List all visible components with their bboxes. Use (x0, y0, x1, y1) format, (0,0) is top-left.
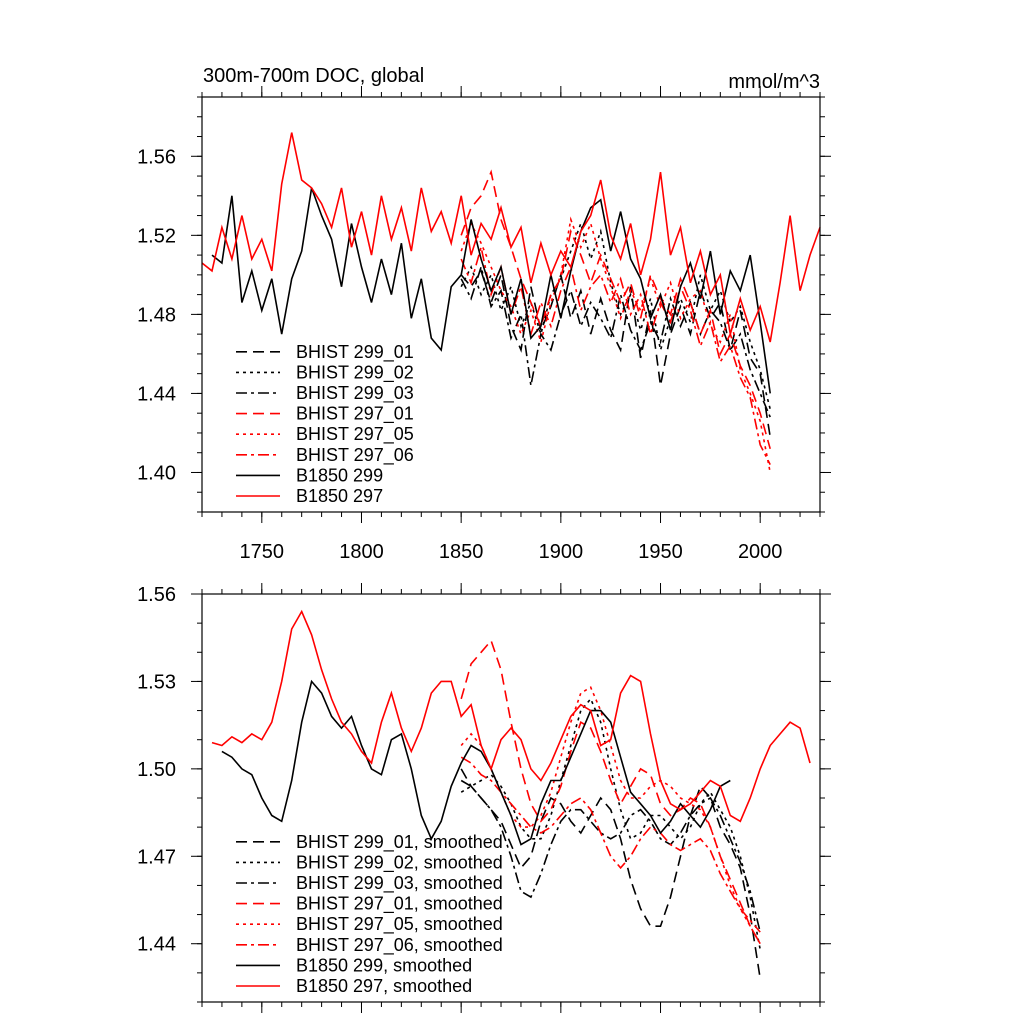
x-tick-label: 2000 (738, 541, 783, 563)
top-panel-title: 300m-700m DOC, global (203, 65, 424, 87)
series-line-4 (460, 639, 761, 945)
series-line-6 (460, 756, 761, 933)
y-tick-label: 1.56 (137, 584, 176, 606)
y-tick-label: 1.50 (137, 759, 176, 781)
legend-label: BHIST 299_03 (296, 383, 414, 404)
legend-label: BHIST 297_05 (296, 424, 414, 445)
legend-item: BHIST 299_01, smoothed (236, 832, 503, 853)
y-tick-label: 1.47 (137, 846, 176, 868)
legend-item: BHIST 297_06 (236, 445, 414, 466)
legend-item: BHIST 297_01 (236, 404, 414, 425)
x-tick-label: 1850 (439, 541, 484, 563)
legend-item: BHIST 299_03, smoothed (236, 873, 503, 894)
legend-label: BHIST 299_01, smoothed (296, 832, 503, 853)
legend-label: BHIST 299_02, smoothed (296, 852, 503, 873)
y-tick-label: 1.48 (137, 304, 176, 326)
legend-label: BHIST 299_01 (296, 342, 414, 363)
series-line-7 (221, 679, 731, 846)
series-line-5 (460, 686, 761, 945)
series-line-6 (460, 246, 771, 465)
series-line-8 (211, 609, 811, 823)
axis-ticks (191, 86, 831, 523)
legend-item: B1850 299 (236, 465, 383, 485)
y-tick-label: 1.53 (137, 671, 176, 693)
legend-item: BHIST 297_06, smoothed (236, 935, 503, 956)
series-line-3 (460, 779, 761, 933)
legend-label: BHIST 297_06, smoothed (296, 935, 503, 956)
legend-label: BHIST 299_03, smoothed (296, 873, 503, 894)
legend-label: B1850 297, smoothed (296, 976, 472, 996)
legend-label: BHIST 299_02 (296, 362, 414, 383)
top-panel: 300m-700m DOC, global mmol/m^3 1750 1800 1… (137, 65, 831, 563)
top-panel-units: mmol/m^3 (728, 71, 820, 93)
x-tick-label: 1950 (638, 541, 683, 563)
legend-item: BHIST 299_03 (236, 383, 414, 404)
legend-item: BHIST 299_02, smoothed (236, 852, 503, 873)
y-tick-label: 1.40 (137, 462, 176, 484)
legend-label: B1850 297 (296, 486, 383, 506)
x-tick-label: 1900 (539, 541, 584, 563)
legend-item: BHIST 297_05, smoothed (236, 914, 503, 935)
legend-item: BHIST 299_01 (236, 342, 414, 363)
plot-frame (201, 96, 821, 513)
series-line-2 (460, 220, 771, 410)
bottom-panel: 1.44 1.47 1.50 1.53 1.56 BHIST 299_01, smooth… (137, 583, 831, 1013)
x-tick-label: 1750 (240, 541, 285, 563)
legend-item: B1850 297 (236, 486, 383, 506)
legend-label: B1850 299, smoothed (296, 955, 472, 975)
y-tick-label: 1.44 (137, 383, 176, 405)
legend-item: BHIST 299_02 (236, 362, 414, 383)
x-tick-label: 1800 (339, 541, 384, 563)
y-tick-label: 1.56 (137, 146, 176, 168)
series-line-8 (201, 132, 821, 343)
legend-label: BHIST 297_05, smoothed (296, 914, 503, 935)
series-lines (211, 609, 811, 979)
legend-item: BHIST 297_05 (236, 424, 414, 445)
plot-frame (201, 593, 821, 1003)
y-tick-label: 1.44 (137, 934, 176, 956)
series-lines (201, 132, 821, 473)
legend-label: BHIST 297_01 (296, 404, 414, 425)
series-line-1 (460, 768, 761, 979)
series-line-4 (460, 169, 771, 450)
legend-label: BHIST 297_01, smoothed (296, 894, 503, 915)
series-line-3 (460, 264, 771, 418)
axis-ticks (191, 583, 831, 1013)
legend-label: BHIST 297_06 (296, 445, 414, 466)
legend-item: B1850 299, smoothed (236, 955, 472, 975)
legend-label: B1850 299 (296, 465, 383, 485)
legend-item: B1850 297, smoothed (236, 976, 472, 996)
y-tick-label: 1.52 (137, 225, 176, 247)
legend-item: BHIST 297_01, smoothed (236, 894, 503, 915)
series-line-7 (211, 187, 771, 394)
